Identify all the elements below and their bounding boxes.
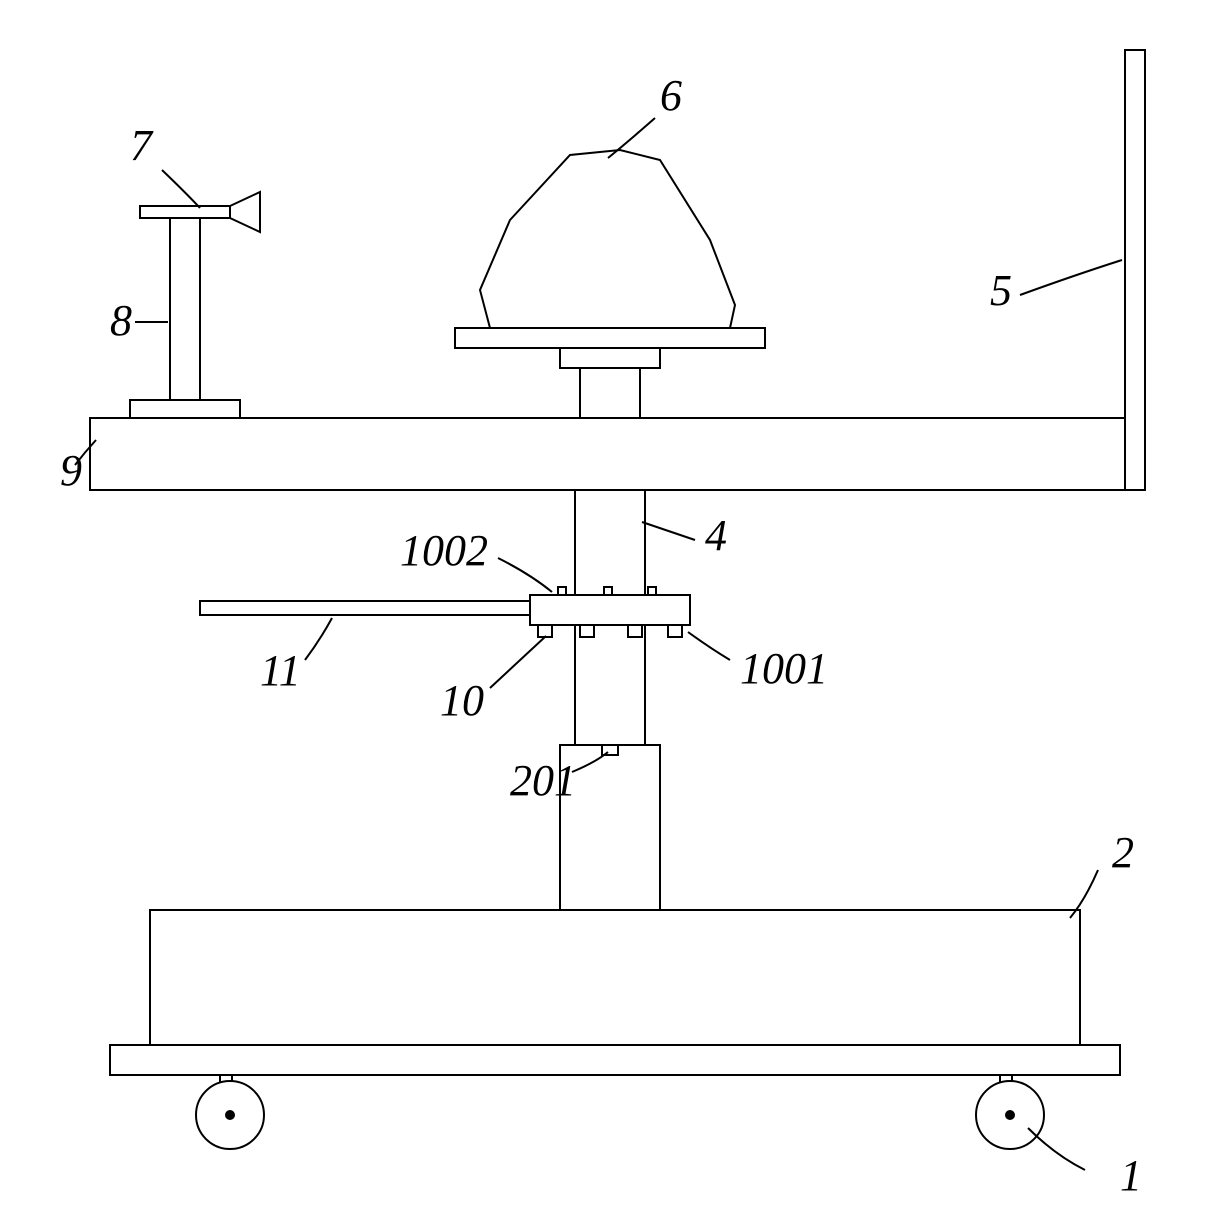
leader-11 — [305, 618, 332, 660]
callout-label-1: 1 — [1120, 1150, 1142, 1201]
leader-10 — [490, 636, 546, 688]
callout-label-6: 6 — [660, 70, 682, 121]
leader-1002 — [498, 558, 552, 592]
camera-lens — [230, 192, 260, 232]
callout-label-201: 201 — [510, 755, 576, 806]
technical-drawing — [0, 0, 1228, 1231]
clamp-body — [530, 595, 690, 625]
camera-bar — [140, 206, 230, 218]
callout-label-11: 11 — [260, 645, 301, 696]
callout-label-8: 8 — [110, 295, 132, 346]
callout-label-9: 9 — [60, 445, 82, 496]
backboard — [1125, 50, 1145, 490]
callout-label-4: 4 — [705, 510, 727, 561]
base-box — [150, 910, 1080, 1045]
camera-post — [170, 218, 200, 400]
leader-7 — [162, 170, 200, 208]
leader-5 — [1020, 260, 1122, 295]
callout-label-2: 2 — [1112, 827, 1134, 878]
handle-bar — [200, 601, 530, 615]
callout-label-7: 7 — [130, 120, 152, 171]
callout-label-1002: 1002 — [400, 525, 488, 576]
base-plate — [110, 1045, 1120, 1075]
callout-label-5: 5 — [990, 265, 1012, 316]
callout-label-10: 10 — [440, 675, 484, 726]
callout-label-1001: 1001 — [740, 643, 828, 694]
camera-base — [130, 400, 240, 418]
specimen — [480, 150, 735, 328]
tabletop — [90, 418, 1145, 490]
leader-1001 — [688, 632, 730, 660]
turntable-plate — [455, 328, 765, 348]
